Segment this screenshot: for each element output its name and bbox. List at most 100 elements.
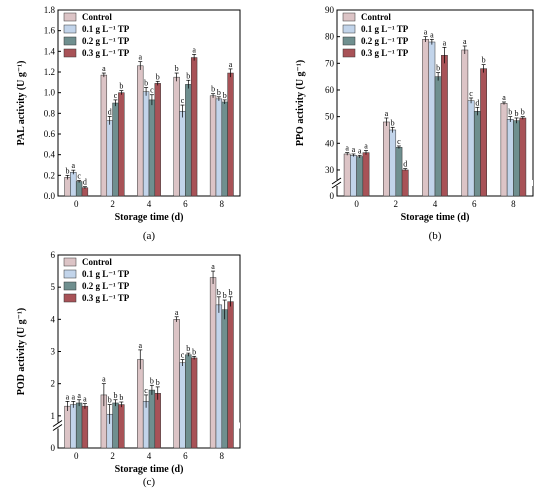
y-tick-label: 0.8 [44,108,56,118]
significance-label: c [469,89,473,98]
x-tick-label: 6 [183,451,188,461]
y-tick-label: 0.0 [44,191,56,201]
significance-label: b [229,288,233,297]
y-tick-label: 3 [51,347,56,357]
bar [395,147,403,197]
significance-label: b [211,85,215,94]
y-tick-label: 0 [51,443,56,453]
significance-label: d [83,178,87,187]
legend-swatch [63,48,77,58]
significance-label: a [102,375,106,384]
bar [480,68,487,197]
bar [513,120,520,197]
bar [190,357,198,449]
bar [362,152,370,197]
y-tick-label: 0.2 [44,170,55,180]
bar [70,171,77,197]
significance-label: b [114,391,118,400]
bar [519,117,527,197]
x-tick-label: 2 [394,199,399,209]
significance-label: c [144,386,148,395]
legend-swatch [63,24,77,34]
bar [467,100,475,197]
legend-label: 0.2 g L⁻¹ TP [82,36,130,46]
bar [100,74,108,197]
significance-label: a [72,161,76,170]
bar [154,393,161,449]
panel-caption: (a) [143,230,156,242]
legend-label: 0.1 g L⁻¹ TP [361,24,409,34]
bar [473,111,481,197]
significance-label: d [403,160,407,169]
bar [401,169,409,197]
y-tick-label: 4 [51,314,56,324]
significance-label: b [223,91,227,100]
x-axis-label: Storage time (d) [115,212,184,223]
bar [118,92,125,197]
y-tick-label: 0 [330,191,335,201]
bar [227,301,234,449]
x-tick-label: 2 [110,199,115,209]
y-tick-label: 6 [51,250,56,260]
legend-label: 0.3 g L⁻¹ TP [82,293,130,303]
y-tick-label: 5 [51,282,56,292]
bar [179,362,186,449]
significance-label: c [397,137,401,146]
bar [112,102,119,197]
y-tick-label: 1.6 [44,26,56,36]
bar [227,72,234,197]
y-axis-label: POD activity (U g⁻¹) [16,308,27,395]
bar [356,156,364,197]
significance-label: b [150,376,154,385]
bar [343,153,351,197]
bar [500,103,508,197]
significance-label: a [364,141,368,150]
panel-caption: (b) [429,230,442,242]
y-tick-label: 0.6 [44,129,56,139]
significance-label: a [385,109,389,118]
bar [209,95,217,197]
axis-break-mark [331,181,342,189]
axis-break-mark [52,424,63,431]
legend-swatch [63,36,77,46]
bar [434,76,442,197]
legend-label: 0.3 g L⁻¹ TP [361,48,409,58]
bar [215,98,223,197]
legend-swatch [342,36,356,46]
panel-pal: 0.0 0.2 0.4 0.6 0.8 1.0 1.2 1.4 1.6 1.8 0 b a c d 2 a d c b… [0,0,275,245]
bar [118,404,125,449]
x-tick-label: 8 [220,199,225,209]
bar [221,101,228,197]
bar [173,319,180,449]
x-axis-label: Storage time (d) [401,212,470,223]
chart-pal: 0.00.20.40.60.81.01.21.41.61.80bacd2adcb… [16,5,241,242]
legend-swatch [63,293,77,303]
legend-label: Control [82,257,112,267]
legend-swatch [342,48,356,58]
significance-label: a [83,395,87,404]
significance-label: a [424,28,428,37]
significance-label: a [138,53,142,62]
significance-label: a [463,37,467,46]
y-axis-label: PPO activity (U g⁻¹) [295,60,306,146]
significance-label: c [77,172,81,181]
significance-label: a [345,144,349,153]
bar [148,389,156,449]
axis-break-mark [52,420,63,427]
significance-label: b [482,56,486,65]
bar [389,129,397,197]
significance-label: a [138,341,142,350]
legend-swatch [342,12,356,22]
significance-label: a [192,45,196,54]
bar [81,187,89,197]
bar [137,65,144,197]
significance-label: b [508,108,512,117]
bar [173,76,180,197]
significance-label: b [65,166,69,175]
bar [64,405,71,449]
x-axis-label: Storage time (d) [115,464,184,475]
x-tick-label: 4 [147,451,152,461]
x-tick-label: 0 [74,199,79,209]
legend-swatch [342,24,356,34]
